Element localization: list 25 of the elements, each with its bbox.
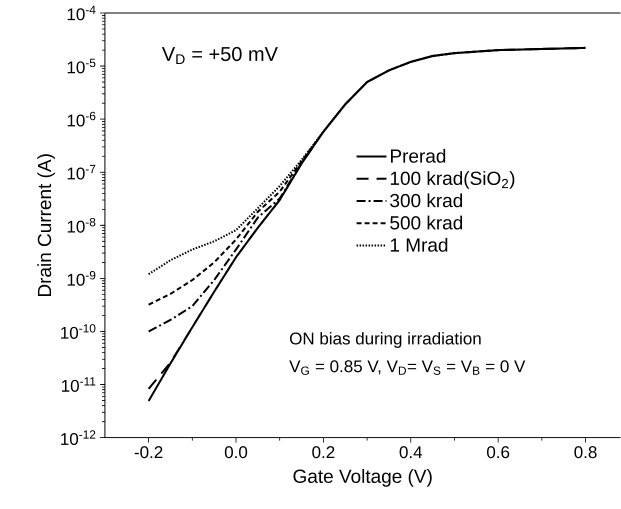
y-tick-label: 10$^{-4}$ [68, 6, 96, 21]
y-tick-label: 10$^{-11}$ [62, 377, 96, 392]
x-tick-label: 0.4 [400, 446, 422, 458]
x-tick-label: 0.0 [224, 446, 248, 458]
y-tick-label: 10$^{-8}$ [68, 218, 96, 233]
y-tick-label: 10$^{-7}$ [68, 165, 96, 180]
y-tick-label: 10$^{-10}$ [61, 324, 96, 340]
y-tick-label: 10$^{-12}$ [61, 430, 96, 446]
x-tick-label: 0.6 [487, 446, 510, 458]
legend-label: 300 krad [390, 194, 462, 208]
y-tick-label: 10$^{-6}$ [68, 112, 96, 127]
legend-label: Prerad [390, 149, 446, 163]
legend-label: 500 krad [390, 216, 462, 230]
legend-label: 1 Mrad [390, 238, 448, 252]
annotation: V$_{D}$ = +50 mV [162, 47, 278, 64]
y-axis-title: Drain Current (A) [37, 154, 55, 296]
annotation: ON bias during irradiation [290, 332, 481, 348]
legend-label: 100 krad(SiO$_{2}$) [390, 171, 514, 189]
x-tick-label: 0.8 [574, 446, 597, 458]
y-tick-label: 10$^{-9}$ [68, 271, 96, 286]
x-axis-title: Gate Voltage (V) [293, 469, 432, 487]
x-tick-label: -0.2 [134, 446, 162, 458]
x-tick-label: 0.2 [312, 446, 334, 458]
y-tick-label: 10$^{-5}$ [68, 58, 96, 74]
text: V$_{G}$ = 0.85 V, V$_{D}$= V$_{S}$ = V$_{B}$ = 0 V [289, 360, 526, 376]
